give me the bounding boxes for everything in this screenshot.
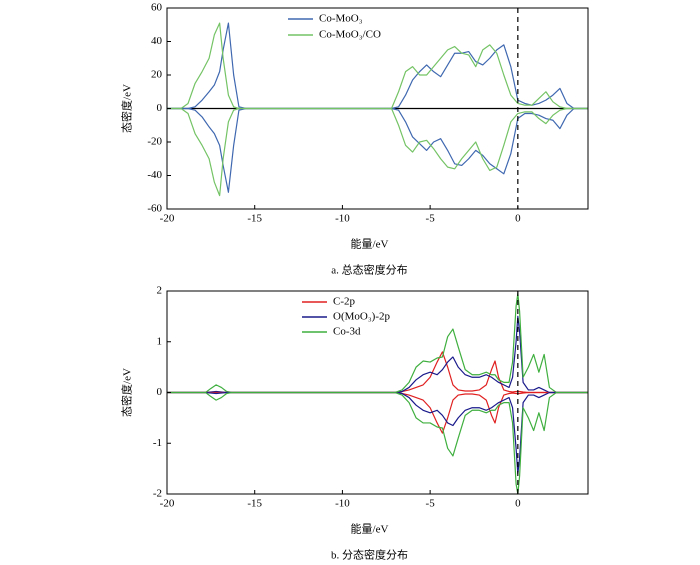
dos-curve	[167, 391, 588, 434]
x-tick-label: -5	[426, 213, 436, 225]
x-tick-label: -15	[247, 213, 262, 225]
x-tick-label: -20	[160, 498, 175, 510]
y-tick-label: -60	[147, 203, 162, 215]
y-tick-label: 1	[157, 335, 163, 347]
x-tick-label: -10	[335, 498, 350, 510]
caption: a. 总态密度分布	[331, 263, 407, 277]
dos-curve	[167, 391, 588, 495]
y-axis-label: 态密度/eV	[120, 368, 134, 417]
dos-curve	[167, 22, 588, 110]
dos-curve	[167, 107, 588, 197]
y-tick-label: 60	[151, 2, 163, 14]
legend-label: Co-MoO₃/CO	[319, 29, 381, 41]
y-tick-label: -1	[153, 437, 162, 449]
y-tick-label: -20	[147, 136, 162, 148]
y-tick-label: 20	[151, 69, 163, 81]
legend-label: Co-MoO₃	[319, 13, 363, 25]
dos-curve	[167, 315, 588, 394]
y-axis-label: 态密度/eV	[120, 84, 134, 133]
y-tick-label: 40	[151, 35, 163, 47]
x-tick-label: 0	[515, 213, 521, 225]
legend-label: C-2p	[333, 296, 356, 308]
caption: b. 分态密度分布	[331, 548, 408, 562]
dos-curve	[167, 107, 588, 193]
x-axis-label: 能量/eV	[351, 237, 389, 251]
x-tick-label: -20	[160, 213, 175, 225]
dos-curve	[167, 391, 588, 475]
y-tick-label: 2	[157, 285, 163, 297]
y-tick-label: 0	[157, 102, 163, 114]
y-tick-label: 0	[157, 386, 163, 398]
x-axis-label: 能量/eV	[351, 522, 389, 536]
dos-curve	[167, 22, 588, 110]
dos-curve	[167, 351, 588, 394]
legend-label: O(MoO₃)-2p	[333, 311, 390, 323]
legend-label: Co-3d	[333, 326, 361, 338]
x-tick-label: -5	[426, 498, 436, 510]
x-tick-label: 0	[515, 498, 521, 510]
y-tick-label: -2	[153, 488, 162, 500]
y-tick-label: -40	[147, 169, 162, 181]
dos-curve	[167, 292, 588, 394]
x-tick-label: -15	[247, 498, 262, 510]
x-tick-label: -10	[335, 213, 350, 225]
